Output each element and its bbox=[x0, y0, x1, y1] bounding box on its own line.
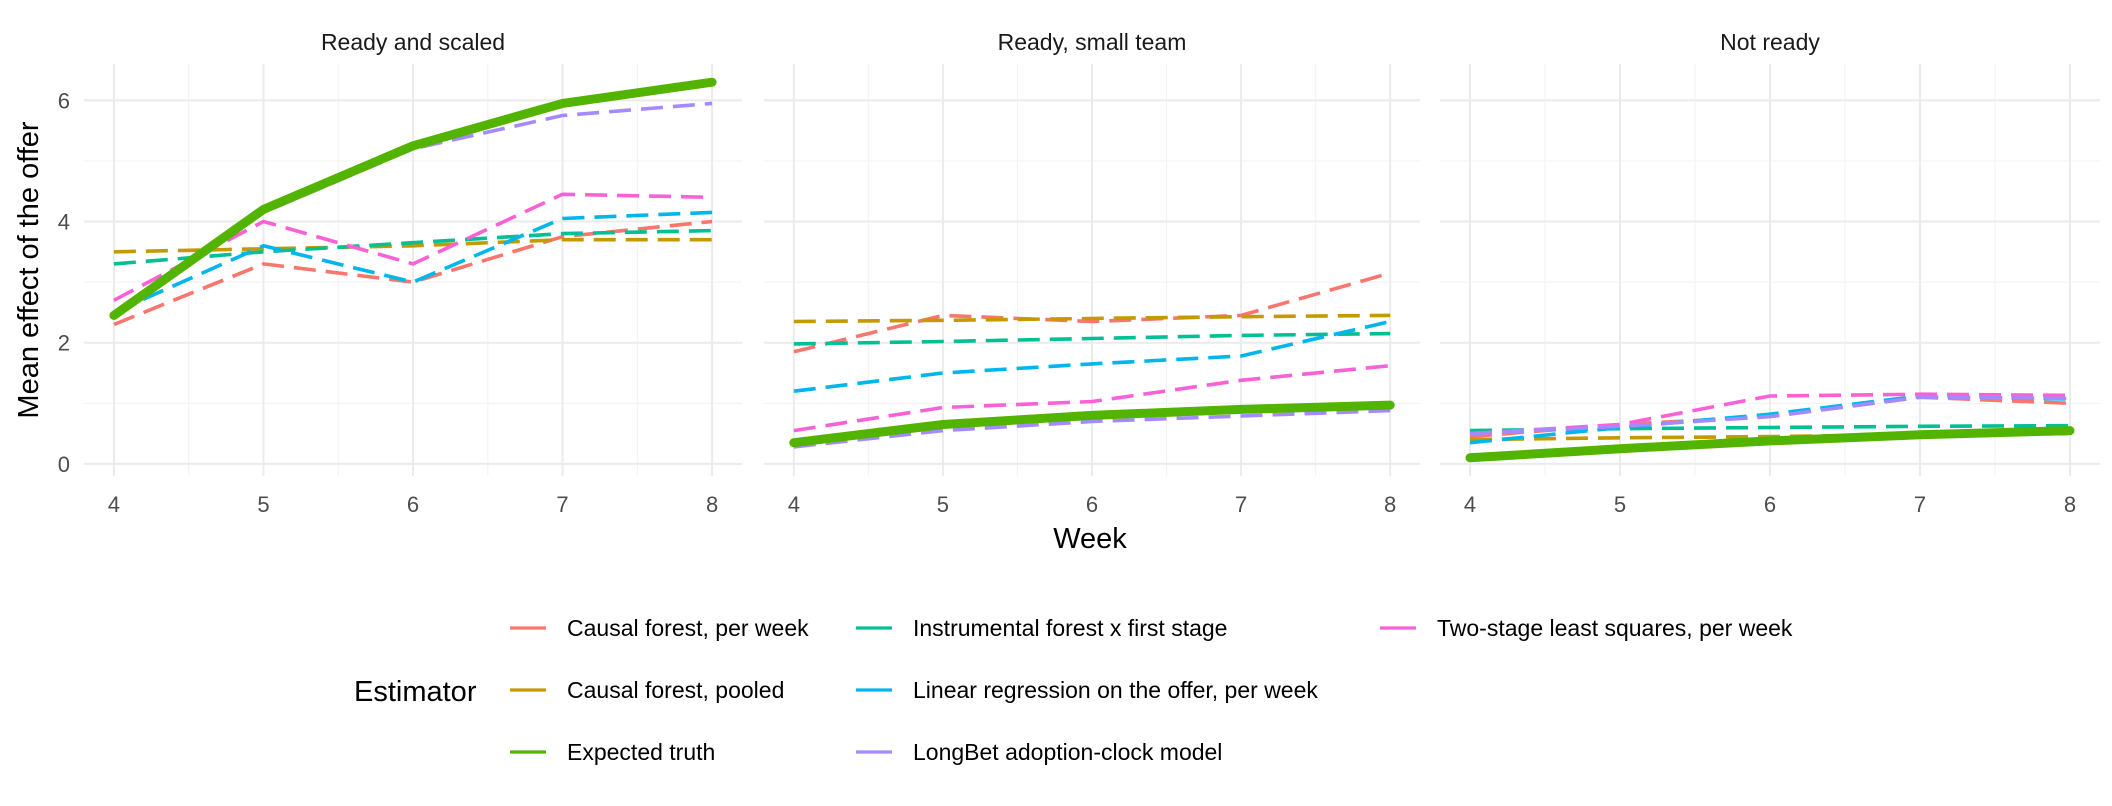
panel-title: Ready and scaled bbox=[321, 29, 505, 55]
series-line-linear-regression-on-the-offer-per-week bbox=[113, 210, 713, 315]
x-tick-label: 8 bbox=[706, 492, 718, 517]
y-axis-title: Mean effect of the offer bbox=[13, 121, 45, 419]
series-line-instrumental-forest-x-first-stage bbox=[113, 228, 713, 266]
x-axis-title: Week bbox=[1053, 523, 1127, 555]
y-tick-label: 6 bbox=[58, 88, 70, 113]
x-tick-label: 7 bbox=[1914, 492, 1926, 517]
legend-item-linear-regression-on-the-offer-per-week: Linear regression on the offer, per week bbox=[856, 677, 1318, 703]
legend-label: Linear regression on the offer, per week bbox=[913, 677, 1318, 703]
legend-label: Instrumental forest x first stage bbox=[913, 615, 1227, 641]
x-tick-label: 4 bbox=[788, 492, 800, 517]
y-tick-label: 0 bbox=[58, 452, 70, 477]
series-line-linear-regression-on-the-offer-per-week bbox=[793, 319, 1391, 393]
x-tick-label: 8 bbox=[1384, 492, 1396, 517]
legend-item-instrumental-forest-x-first-stage: Instrumental forest x first stage bbox=[856, 615, 1227, 641]
series-line-instrumental-forest-x-first-stage bbox=[793, 331, 1391, 346]
legend-item-causal-forest-pooled: Causal forest, pooled bbox=[510, 677, 784, 703]
x-tick-label: 5 bbox=[1614, 492, 1626, 517]
series-line-longbet-adoption-clock-model bbox=[793, 408, 1391, 449]
series-line-expected-truth bbox=[109, 77, 717, 320]
y-tick-label: 2 bbox=[58, 331, 70, 356]
legend-label: LongBet adoption-clock model bbox=[913, 739, 1222, 765]
legend-label: Causal forest, per week bbox=[567, 615, 809, 641]
series-line-longbet-adoption-clock-model bbox=[1469, 395, 2071, 436]
x-tick-label: 4 bbox=[108, 492, 120, 517]
series-line-causal-forest-pooled bbox=[793, 313, 1391, 324]
x-tick-label: 5 bbox=[937, 492, 949, 517]
legend-label: Causal forest, pooled bbox=[567, 677, 784, 703]
panel-title: Not ready bbox=[1720, 29, 1820, 55]
panel-ready-and-scaled: Ready and scaled 4 5 6 7 8 0 2 4 6 bbox=[58, 29, 742, 517]
legend-label: Two-stage least squares, per week bbox=[1437, 615, 1793, 641]
series-line-expected-truth bbox=[789, 400, 1395, 448]
legend-item-two-stage-least-squares-per-week: Two-stage least squares, per week bbox=[1380, 615, 1793, 641]
series-line-causal-forest-per-week bbox=[793, 271, 1391, 354]
legend-item-causal-forest-per-week: Causal forest, per week bbox=[510, 615, 809, 641]
x-tick-label: 7 bbox=[1235, 492, 1247, 517]
x-tick-label: 5 bbox=[257, 492, 269, 517]
x-tick-label: 6 bbox=[1764, 492, 1776, 517]
series-line-two-stage-least-squares-per-week bbox=[793, 363, 1391, 433]
legend-title: Estimator bbox=[354, 676, 477, 708]
x-tick-label: 4 bbox=[1464, 492, 1476, 517]
panel-not-ready: Not ready 4 5 6 7 8 bbox=[1440, 29, 2100, 517]
legend-label: Expected truth bbox=[567, 739, 715, 765]
y-tick-label: 4 bbox=[58, 210, 70, 235]
panel-ready-small-team: Ready, small team 4 5 6 7 8 bbox=[764, 29, 1420, 517]
x-tick-label: 7 bbox=[556, 492, 568, 517]
legend-item-expected-truth: Expected truth bbox=[510, 739, 715, 765]
x-tick-label: 6 bbox=[1086, 492, 1098, 517]
legend-item-longbet-adoption-clock-model: LongBet adoption-clock model bbox=[856, 739, 1222, 765]
series-line-longbet-adoption-clock-model bbox=[112, 101, 713, 317]
x-tick-label: 8 bbox=[2064, 492, 2076, 517]
legend: Estimator Causal forest, per week Causal f… bbox=[354, 615, 1793, 765]
series-line-expected-truth bbox=[1465, 426, 2075, 463]
panel-title: Ready, small team bbox=[998, 29, 1187, 55]
series-line-linear-regression-on-the-offer-per-week bbox=[1469, 394, 2071, 445]
x-tick-label: 6 bbox=[407, 492, 419, 517]
